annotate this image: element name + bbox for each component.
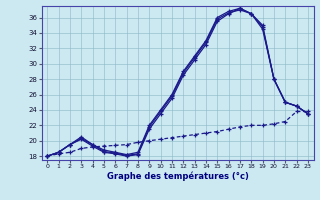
X-axis label: Graphe des températures (°c): Graphe des températures (°c): [107, 172, 249, 181]
